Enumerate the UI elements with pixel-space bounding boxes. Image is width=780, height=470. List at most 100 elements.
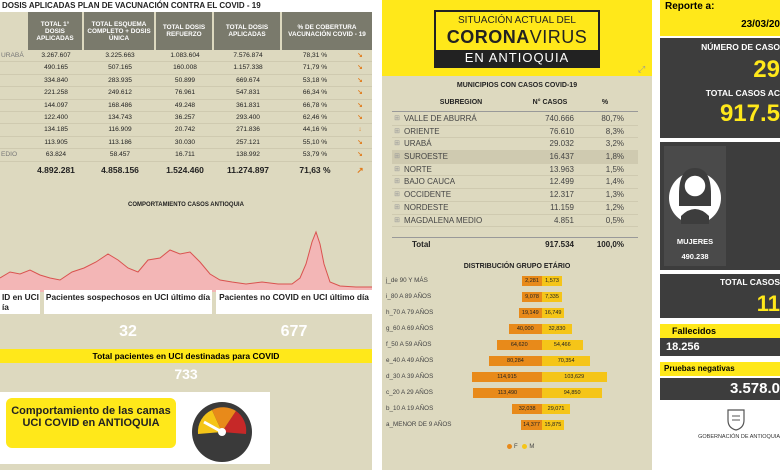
- row-total-doses: 257.121: [236, 138, 260, 146]
- subregion-row[interactable]: ⊞ NORTE 13.963 1,5%: [392, 164, 638, 177]
- vaccination-row: EDIO 63.824 58.457 16.711 138.992 53,79 % ↘: [0, 149, 372, 162]
- camas-uci-label: Comportamiento de las camas UCI COVID en…: [6, 398, 176, 448]
- subregion-row[interactable]: ⊞ OCCIDENTE 12.317 1,3%: [392, 189, 638, 202]
- subregion-pct: 0,5%: [605, 215, 624, 225]
- total-label: Total: [412, 240, 431, 249]
- expand-row-icon[interactable]: ⊞: [394, 203, 400, 211]
- subregion-cases: 740.666: [545, 114, 574, 123]
- expand-row-icon[interactable]: ⊞: [394, 127, 400, 135]
- vaccination-panel: DOSIS APLICADAS PLAN DE VACUNACIÓN CONTR…: [0, 0, 372, 470]
- subregion-cases: 13.963: [549, 164, 574, 174]
- header-spacer: [0, 12, 28, 50]
- vaccination-totals-row: 4.892.281 4.858.156 1.524.460 11.274.897…: [0, 161, 372, 178]
- subregion-row[interactable]: ⊞ URABÁ 29.032 3,2%: [392, 138, 638, 152]
- total-casos2-label: TOTAL CASOS: [660, 274, 780, 290]
- age-pyramid-chart: j_de 90 Y MÁS 2,281 1,573 i_80 A 89 AÑOS 9,0…: [382, 274, 652, 442]
- row-booster: 36.257: [174, 113, 196, 121]
- row-coverage: 55,10 %: [302, 138, 328, 146]
- row-coverage: 44,16 %: [302, 126, 328, 134]
- trend-arrow-icon: ↘: [357, 64, 363, 72]
- age-group-row: e_40 A 49 AÑOS 80,284 70,354: [382, 354, 652, 367]
- header-first-dose: TOTAL 1° DOSIS APLICADAS: [28, 12, 84, 50]
- row-complete: 283.935: [108, 76, 132, 84]
- row-complete: 3.225.663: [105, 52, 135, 59]
- subregion-cases: 12.499: [549, 177, 574, 187]
- banner-line1: SITUACIÓN ACTUAL DEL: [458, 15, 576, 26]
- age-group-row: i_80 A 89 AÑOS 9,078 7,335: [382, 290, 652, 303]
- age-group-label: b_10 A 19 AÑOS: [386, 405, 434, 412]
- subregion-pct: 80,7%: [601, 114, 624, 123]
- subregion-row[interactable]: ⊞ NORDESTE 11.159 1,2%: [392, 202, 638, 215]
- expand-row-icon[interactable]: ⊞: [394, 115, 400, 122]
- total-first-dose: 4.892.281: [37, 164, 75, 175]
- subregion-name: ORIENTE: [404, 126, 440, 136]
- trend-arrow-icon: ↘: [357, 113, 363, 121]
- uci-suspected-value: 32: [119, 323, 137, 340]
- subregion-pct: 3,2%: [605, 139, 624, 149]
- expand-row-icon[interactable]: ⊞: [394, 153, 400, 161]
- municipios-title: MUNICIPIOS CON CASOS COVID-19: [456, 82, 578, 89]
- banner-virus: VIRUS: [529, 27, 588, 47]
- subregion-pct: 1,4%: [605, 177, 624, 187]
- subregion-row[interactable]: ⊞ ORIENTE 76.610 8,3%: [392, 126, 638, 139]
- row-subregion: [0, 137, 28, 148]
- subregion-row[interactable]: ⊞ BAJO CAUCA 12.499 1,4%: [392, 176, 638, 190]
- vaccination-row: URABÁ 3.267.607 3.225.663 1.083.604 7.576.87…: [0, 50, 372, 63]
- row-coverage: 53,18 %: [302, 76, 328, 84]
- cases-line: [0, 230, 372, 288]
- legend-m-label: M: [529, 444, 535, 451]
- age-group-row: j_de 90 Y MÁS 2,281 1,573: [382, 274, 652, 287]
- row-subregion: [0, 62, 28, 73]
- subregion-name: BAJO CAUCA: [404, 177, 456, 187]
- total-doses: 11.274.897: [226, 164, 270, 175]
- fallecidos-label: Fallecidos: [660, 324, 780, 338]
- row-subregion: [0, 75, 28, 86]
- vaccination-row: 221.258 249.612 76.961 547.831 66,34 % ↘: [0, 87, 372, 100]
- row-first-dose: 221.258: [44, 89, 68, 97]
- banner-line2: CORONAVIRUS: [436, 27, 598, 48]
- row-subregion: [0, 100, 28, 111]
- row-booster: 160.008: [173, 64, 197, 72]
- trend-arrow-icon: ↓: [358, 126, 362, 134]
- uci-covid-label: ID en UCI ía: [0, 290, 40, 314]
- vaccination-table-header: TOTAL 1° DOSIS APLICADAS TOTAL ESQUEMA C…: [0, 12, 372, 50]
- age-group-label: f_50 A 59 AÑOS: [386, 341, 432, 348]
- total-spacer: [392, 238, 402, 250]
- expand-row-icon[interactable]: ⊞: [394, 216, 400, 224]
- vaccination-title: DOSIS APLICADAS PLAN DE VACUNACIÓN CONTR…: [0, 0, 372, 12]
- header-subregion: SUBREGION: [439, 99, 483, 106]
- subregion-name: NORDESTE: [404, 202, 449, 212]
- expand-row-icon[interactable]: ⊞: [394, 165, 400, 173]
- expand-row-icon[interactable]: ⊞: [394, 140, 400, 148]
- situation-panel: SITUACIÓN ACTUAL DEL CORONAVIRUS EN ANTI…: [382, 0, 652, 470]
- row-first-dose: 3.267.607: [41, 52, 71, 59]
- age-group-label: d_30 A 39 AÑOS: [386, 373, 434, 380]
- mujeres-label: MUJERES: [676, 237, 714, 246]
- male-bar: 16,749: [542, 307, 565, 318]
- age-group-label: j_de 90 Y MÁS: [386, 277, 428, 284]
- female-bar: 9,078: [522, 291, 542, 302]
- subregion-row[interactable]: ⊞ VALLE DE ABURRÁ 740.666 80,7%: [392, 113, 638, 126]
- age-group-row: d_30 A 39 AÑOS 114,915 103,629: [382, 370, 652, 383]
- expand-icon[interactable]: ⤢: [638, 64, 646, 74]
- trend-arrow-icon: ↘: [357, 138, 363, 146]
- row-complete: 134.743: [108, 113, 132, 121]
- age-group-row: a_MENOR DE 9 AÑOS 14,377 15,875: [382, 418, 652, 431]
- cases-chart-title: COMPORTAMIENTO CASOS ANTIOQUIA: [128, 202, 244, 208]
- subregion-name: VALLE DE ABURRÁ: [404, 114, 477, 123]
- subregion-row[interactable]: ⊞ SUROESTE 16.437 1,8%: [392, 151, 638, 164]
- age-group-row: c_20 A 29 AÑOS 113,490 94,850: [382, 386, 652, 399]
- coat-of-arms-icon: [727, 409, 745, 431]
- municipios-header: SUBREGION N° CASOS %: [392, 94, 638, 112]
- subregion-cases: 4.851: [553, 215, 574, 225]
- vaccination-row: 490.165 507.165 160.008 1.157.338 71,79 % ↘: [0, 62, 372, 75]
- mujeres-value: 490.238: [681, 252, 709, 261]
- expand-row-icon[interactable]: ⊞: [394, 191, 400, 199]
- total-casos-value: 917.5: [719, 100, 780, 127]
- expand-row-icon[interactable]: ⊞: [394, 178, 400, 186]
- subregion-cases: 12.317: [549, 190, 574, 200]
- male-bar: 54,466: [542, 339, 583, 350]
- header-cases: N° CASOS: [532, 99, 568, 106]
- trend-arrow-icon: ↘: [357, 52, 363, 59]
- subregion-row[interactable]: ⊞ MAGDALENA MEDIO 4.851 0,5%: [392, 215, 638, 228]
